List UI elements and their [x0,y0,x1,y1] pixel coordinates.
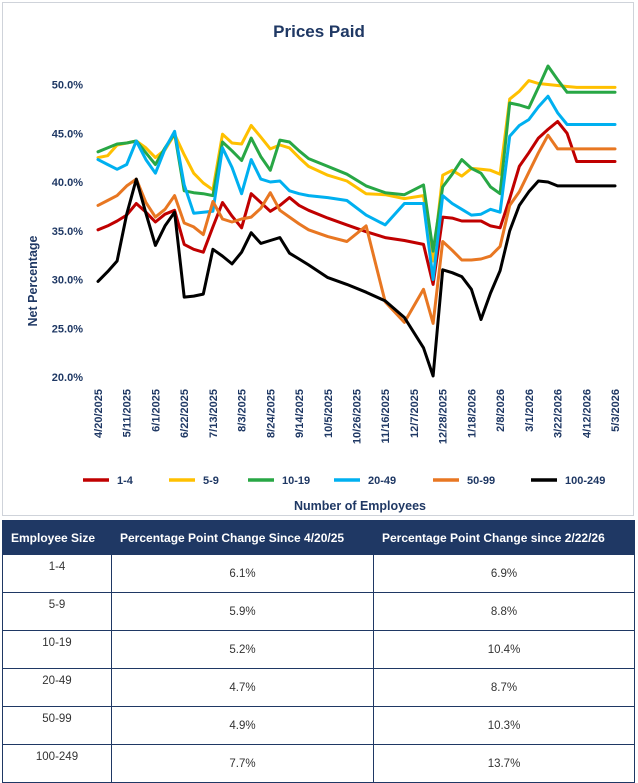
legend-label: 1-4 [117,475,134,487]
change-since-2-22-26-cell: 13.7% [373,744,635,783]
chart-title: Prices Paid [273,22,365,41]
x-tick-label: 3/1/2026 [524,389,536,432]
change-since-4-20-25-cell: 4.9% [111,706,374,745]
legend-label: 50-99 [467,475,495,487]
change-since-4-20-25-cell: 7.7% [111,744,374,783]
legend-label: 100-249 [565,475,605,487]
employee-size-cell: 100-249 [2,744,112,783]
header-change-since-4-20-25: Percentage Point Change Since 4/20/25 [111,520,374,555]
table-header-row: Employee Size Percentage Point Change Si… [2,520,635,555]
legend-label: 10-19 [282,475,310,487]
x-tick-label: 12/7/2025 [409,389,421,438]
table-row: 5-9 5.9% 8.8% [2,592,635,631]
x-tick-label: 4/20/2025 [93,389,105,438]
legend: 1-4 5-9 10-19 20-49 50-99 100-249 [83,475,605,487]
x-tick-label: 10/26/2025 [352,389,364,444]
change-since-4-20-25-cell: 5.9% [111,592,374,631]
legend-label: 20-49 [368,475,396,487]
series-lines [96,64,617,378]
change-since-2-22-26-cell: 10.3% [373,706,635,745]
x-tick-label: 2/8/2026 [495,389,507,432]
y-axis-label: Net Percentage [26,235,40,326]
y-tick-label: 30.0% [52,275,83,287]
x-tick-label: 4/12/2026 [581,389,593,438]
legend-item-20-49: 20-49 [334,475,396,487]
employee-size-cell: 5-9 [2,592,112,631]
x-tick-label: 10/5/2025 [323,389,335,438]
x-tick-label: 3/22/2026 [553,389,565,438]
legend-item-10-19: 10-19 [248,475,310,487]
x-tick-label: 6/22/2025 [179,389,191,438]
x-tick-label: 9/14/2025 [294,389,306,438]
change-since-2-22-26-cell: 8.7% [373,668,635,707]
x-tick-label: 11/16/2025 [380,389,392,443]
change-since-4-20-25-cell: 4.7% [111,668,374,707]
y-axis-ticks: 20.0% 25.0% 30.0% 35.0% 40.0% 45.0% 50.0% [52,80,83,385]
chart-panel: Prices Paid Net Percentage Number of Emp… [2,2,634,516]
legend-item-1-4: 1-4 [83,475,134,487]
x-tick-label: 8/3/2025 [237,389,249,432]
table-row: 10-19 5.2% 10.4% [2,630,635,669]
series-line-20-49 [96,94,617,281]
series-line-50-99 [96,133,617,325]
header-employee-size: Employee Size [2,520,112,555]
change-since-2-22-26-cell: 8.8% [373,592,635,631]
employee-size-cell: 1-4 [2,554,112,593]
x-tick-label: 8/24/2025 [265,389,277,438]
x-tick-label: 5/3/2026 [610,389,622,432]
change-since-2-22-26-cell: 6.9% [373,554,635,593]
y-tick-label: 50.0% [52,80,83,92]
x-axis-ticks: 4/20/2025 5/11/2025 6/1/2025 6/22/2025 7/13/… [93,389,622,444]
x-axis-label: Number of Employees [294,499,426,513]
table-row: 1-4 6.1% 6.9% [2,554,635,593]
change-summary-table: Employee Size Percentage Point Change Si… [2,520,635,783]
table-row: 100-249 7.7% 13.7% [2,744,635,783]
change-since-2-22-26-cell: 10.4% [373,630,635,669]
legend-item-100-249: 100-249 [531,475,605,487]
y-tick-label: 20.0% [52,372,83,384]
change-since-4-20-25-cell: 5.2% [111,630,374,669]
x-tick-label: 12/28/2025 [438,389,450,444]
series-line-1-4 [96,120,617,286]
y-tick-label: 25.0% [52,323,83,335]
header-change-since-2-22-26: Percentage Point Change since 2/22/26 [373,520,635,555]
series-line-100-249 [96,177,617,378]
x-tick-label: 1/18/2026 [466,389,478,438]
table-row: 20-49 4.7% 8.7% [2,668,635,707]
x-tick-label: 5/11/2025 [122,389,134,437]
legend-item-5-9: 5-9 [169,475,219,487]
legend-item-50-99: 50-99 [433,475,495,487]
employee-size-cell: 50-99 [2,706,112,745]
y-tick-label: 45.0% [52,128,83,140]
change-since-4-20-25-cell: 6.1% [111,554,374,593]
employee-size-cell: 20-49 [2,668,112,707]
table-row: 50-99 4.9% 10.3% [2,706,635,745]
line-chart: Prices Paid Net Percentage Number of Emp… [26,22,622,513]
y-tick-label: 35.0% [52,226,83,238]
y-tick-label: 40.0% [52,177,83,189]
x-tick-label: 7/13/2025 [208,389,220,438]
x-tick-label: 6/1/2025 [150,389,162,432]
legend-label: 5-9 [203,475,219,487]
employee-size-cell: 10-19 [2,630,112,669]
